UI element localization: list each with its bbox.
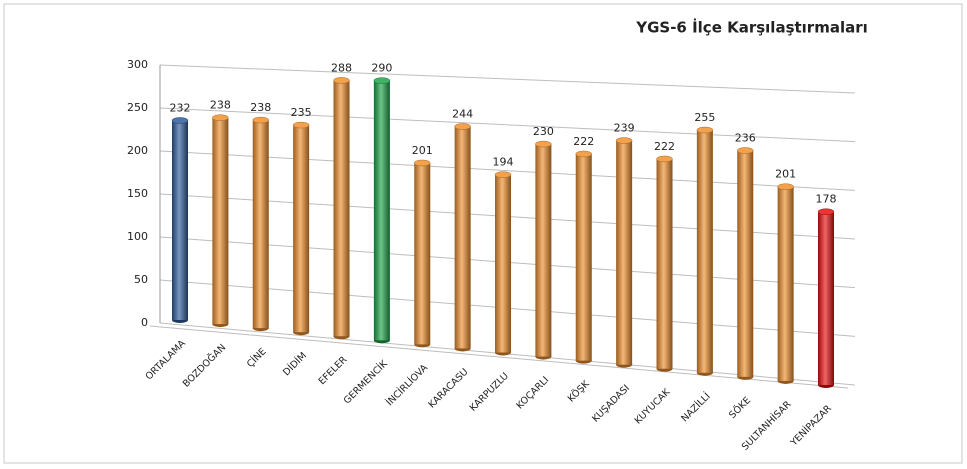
value-label: 290: [371, 62, 392, 75]
value-label: 178: [816, 193, 837, 206]
bar-top: [575, 150, 592, 158]
bar: [696, 130, 713, 373]
bar-top: [333, 77, 350, 84]
value-label: 201: [775, 168, 796, 181]
value-label: 194: [493, 156, 514, 169]
value-label: 222: [573, 135, 594, 148]
y-tick-label: 300: [127, 58, 148, 71]
bar: [818, 211, 834, 385]
value-label: 222: [654, 140, 675, 153]
bar: [737, 150, 754, 377]
bar: [414, 162, 431, 345]
y-tick-label: 200: [127, 144, 148, 157]
value-label: 244: [452, 107, 473, 120]
y-tick-label: 0: [141, 316, 148, 329]
bar: [373, 80, 390, 341]
bar-top: [817, 208, 835, 215]
bar-top: [171, 117, 189, 124]
value-label: 230: [533, 125, 554, 138]
bar: [293, 125, 310, 333]
bar: [252, 120, 269, 329]
bar-top: [737, 147, 754, 154]
bar-top: [212, 114, 229, 121]
value-label: 201: [412, 144, 433, 157]
bar-top: [252, 116, 269, 124]
bar: [616, 140, 633, 365]
y-tick-label: 150: [127, 187, 148, 200]
floor-line: [149, 325, 849, 389]
bar: [777, 186, 794, 381]
grid-line: [159, 107, 856, 143]
bar: [172, 120, 188, 320]
bar-top: [373, 77, 391, 84]
bar-top: [414, 159, 431, 167]
value-label: 238: [210, 99, 231, 112]
bar-top: [292, 121, 310, 129]
value-label: 238: [250, 101, 271, 114]
bar: [535, 144, 552, 357]
value-label: 255: [694, 111, 715, 124]
value-label: 232: [170, 101, 191, 114]
value-label: 239: [614, 122, 635, 135]
grid-line: [159, 64, 856, 94]
value-label: 236: [735, 132, 756, 145]
bar: [333, 80, 350, 337]
bar-top: [454, 123, 471, 130]
bar: [212, 117, 229, 325]
chart-title: YGS-6 İlçe Karşılaştırmaları: [635, 18, 868, 37]
value-label: 288: [331, 61, 352, 74]
bar-top: [696, 126, 714, 134]
chart-frame: [3, 3, 963, 464]
bar: [495, 174, 511, 353]
bar: [656, 158, 673, 369]
value-label: 235: [291, 106, 312, 119]
y-tick-label: 250: [127, 101, 148, 114]
bar-top: [777, 183, 794, 190]
bar: [575, 153, 592, 361]
bar-top: [656, 155, 673, 163]
bar-top: [494, 171, 512, 178]
bar-top: [615, 137, 633, 144]
bar: [454, 126, 471, 349]
y-tick-label: 100: [127, 230, 148, 243]
y-tick-label: 50: [134, 273, 148, 286]
bar-top: [535, 140, 552, 148]
